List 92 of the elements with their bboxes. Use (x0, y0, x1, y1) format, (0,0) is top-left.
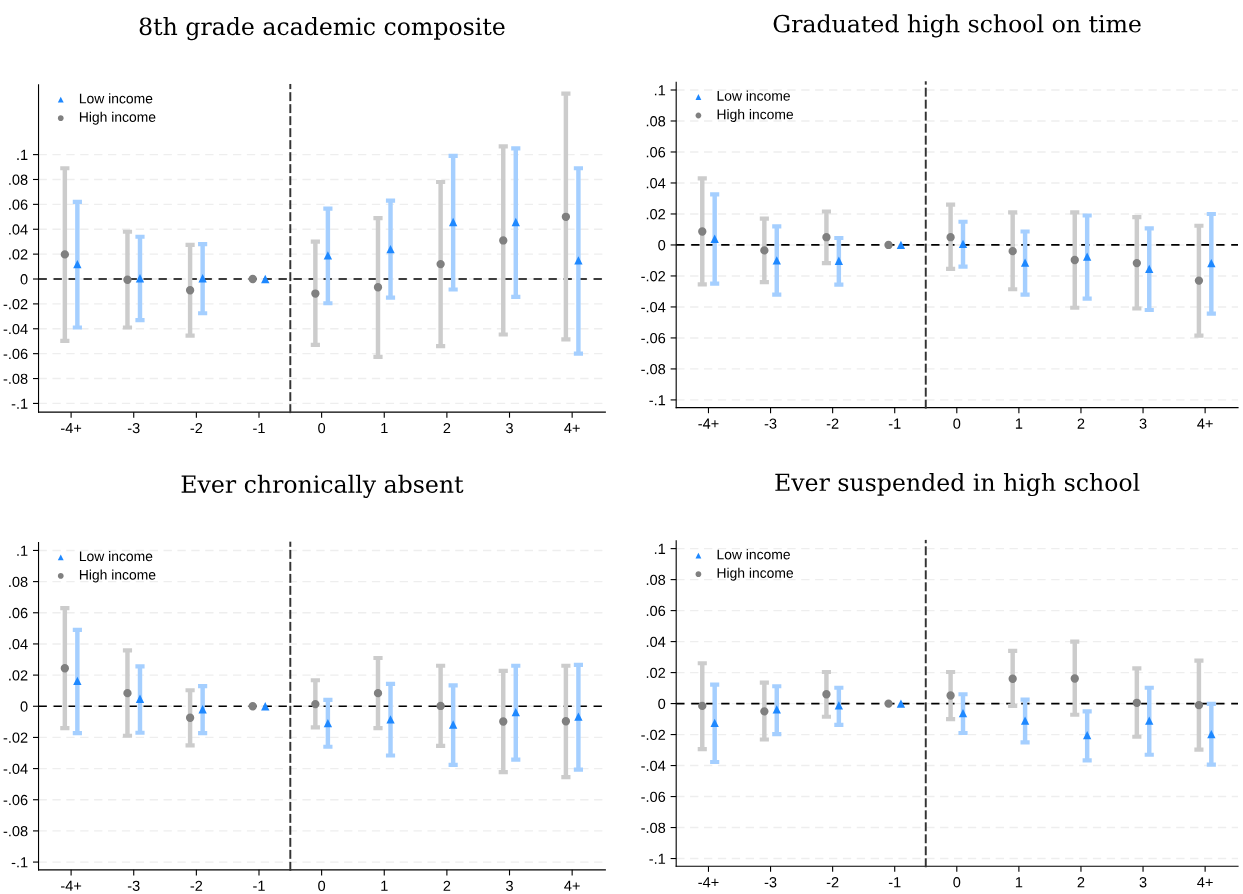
y-tick-label: -.02 (3, 299, 28, 310)
x-tick-label: 3 (506, 880, 513, 891)
y-tick-label: .1 (654, 85, 666, 96)
x-tick-label: 0 (953, 418, 961, 429)
y-tick-label: -.08 (641, 822, 666, 833)
x-tick-label: -3 (127, 880, 140, 891)
y-tick-label: .06 (646, 147, 666, 158)
x-tick-label: -2 (190, 422, 203, 434)
x-tick-label: -2 (826, 418, 839, 429)
x-tick-label: -1 (888, 877, 901, 888)
x-tick-label: 2 (443, 880, 451, 891)
x-tick-label: 1 (381, 880, 388, 891)
x-tick-label: 1 (381, 423, 388, 434)
x-tick-label: -3 (764, 418, 777, 429)
x-tick-label: 2 (443, 422, 451, 434)
y-tick-label: .04 (646, 636, 666, 648)
y-tick-label: .04 (9, 224, 28, 235)
y-tick-label: .08 (646, 116, 666, 127)
y-tick-label: -.06 (3, 348, 28, 360)
y-tick-label: -.08 (641, 364, 666, 375)
legend-label: Low income (79, 550, 153, 562)
legend-label: Low income (79, 93, 153, 104)
x-tick-label: 3 (1139, 877, 1147, 888)
y-tick-label: -.06 (641, 791, 666, 802)
chart-title: Ever suspended in high school (775, 472, 1140, 497)
x-tick-label: 1 (1015, 877, 1023, 888)
y-tick-label: -.1 (649, 853, 666, 864)
y-tick-label: -.1 (11, 857, 28, 868)
y-tick-label: 0 (20, 701, 28, 712)
y-tick-label: .1 (17, 545, 28, 556)
x-tick-label: -4+ (61, 880, 82, 891)
y-tick-label: -.04 (3, 323, 28, 335)
x-tick-label: 4+ (1197, 877, 1213, 888)
y-tick-label: .08 (9, 174, 28, 185)
y-tick-label: -.04 (641, 760, 666, 771)
y-tick-label: .08 (9, 576, 28, 588)
x-tick-label: -1 (253, 423, 265, 434)
y-tick-label: -.06 (3, 794, 28, 806)
y-tick-label: .06 (646, 605, 666, 617)
x-tick-label: -4+ (698, 418, 719, 429)
y-tick-label: .04 (9, 639, 28, 650)
x-tick-label: 2 (1077, 418, 1085, 429)
y-tick-label: .02 (9, 670, 28, 681)
x-tick-label: 4+ (564, 423, 580, 434)
y-tick-label: 0 (20, 274, 28, 285)
chart-title: 8th grade academic composite (139, 16, 505, 41)
y-tick-label: .02 (646, 667, 666, 679)
x-tick-label: 1 (1015, 418, 1023, 429)
chart-title: Graduated high school on time (773, 14, 1141, 38)
y-tick-label: -.1 (11, 398, 28, 409)
x-tick-label: 0 (318, 422, 326, 434)
chart-title: Ever chronically absent (181, 474, 464, 498)
y-tick-label: .02 (646, 209, 666, 220)
x-tick-label: 0 (953, 877, 961, 888)
x-tick-label: -1 (253, 880, 265, 891)
x-tick-label: 3 (506, 422, 513, 434)
x-tick-label: -4+ (61, 423, 82, 434)
y-tick-label: .06 (9, 607, 28, 619)
legend-label: Low income (717, 549, 790, 560)
y-tick-label: -.08 (3, 373, 28, 384)
y-tick-label: -.02 (641, 729, 666, 740)
x-tick-label: 4+ (564, 880, 580, 891)
legend-label: High income (79, 569, 156, 583)
y-tick-label: 0 (658, 240, 666, 251)
y-tick-label: .02 (9, 249, 28, 260)
y-tick-label: -.04 (3, 763, 28, 775)
x-tick-label: -3 (127, 422, 140, 434)
y-tick-label: -.1 (649, 395, 666, 406)
y-tick-label: -.08 (3, 826, 28, 837)
y-tick-label: .1 (654, 543, 666, 554)
x-tick-label: -3 (764, 877, 777, 888)
legend-label: High income (717, 109, 794, 123)
legend-label: Low income (717, 90, 790, 101)
y-tick-label: .04 (646, 178, 666, 189)
y-tick-label: -.02 (3, 732, 28, 743)
legend-label: High income (79, 111, 156, 125)
x-tick-label: -1 (888, 418, 901, 429)
x-tick-label: 3 (1139, 418, 1147, 429)
legend-label: High income (717, 567, 794, 581)
x-tick-label: 4+ (1197, 418, 1213, 429)
y-tick-label: 0 (658, 698, 666, 710)
y-tick-label: .08 (646, 574, 666, 586)
x-tick-label: -2 (826, 877, 839, 888)
y-tick-label: .06 (9, 199, 28, 210)
x-tick-label: -4+ (698, 877, 719, 888)
y-tick-label: -.04 (641, 302, 666, 313)
x-tick-label: -2 (190, 880, 203, 891)
x-tick-label: 0 (318, 880, 326, 891)
y-tick-label: -.06 (641, 333, 666, 344)
y-tick-label: .1 (17, 149, 28, 160)
x-tick-label: 2 (1077, 877, 1085, 888)
y-tick-label: -.02 (641, 271, 666, 282)
